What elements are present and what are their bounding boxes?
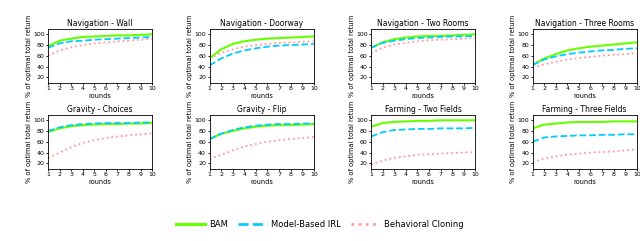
X-axis label: rounds: rounds <box>573 179 596 185</box>
X-axis label: rounds: rounds <box>89 179 111 185</box>
Title: Navigation - Wall: Navigation - Wall <box>67 19 133 28</box>
X-axis label: rounds: rounds <box>250 179 273 185</box>
Y-axis label: % of optimal total return: % of optimal total return <box>349 101 355 183</box>
X-axis label: rounds: rounds <box>412 179 435 185</box>
Y-axis label: % of optimal total return: % of optimal total return <box>26 101 31 183</box>
Title: Navigation - Three Rooms: Navigation - Three Rooms <box>535 19 634 28</box>
Title: Farming - Three Fields: Farming - Three Fields <box>543 105 627 114</box>
X-axis label: rounds: rounds <box>412 93 435 99</box>
Title: Gravity - Flip: Gravity - Flip <box>237 105 286 114</box>
Y-axis label: % of optimal total return: % of optimal total return <box>26 15 31 97</box>
Y-axis label: % of optimal total return: % of optimal total return <box>510 101 516 183</box>
Title: Gravity - Choices: Gravity - Choices <box>67 105 133 114</box>
Y-axis label: % of optimal total return: % of optimal total return <box>510 15 516 97</box>
Y-axis label: % of optimal total return: % of optimal total return <box>187 101 193 183</box>
X-axis label: rounds: rounds <box>89 93 111 99</box>
X-axis label: rounds: rounds <box>573 93 596 99</box>
Title: Navigation - Doorway: Navigation - Doorway <box>220 19 303 28</box>
Legend: BAM, Model-Based IRL, Behavioral Cloning: BAM, Model-Based IRL, Behavioral Cloning <box>173 216 467 232</box>
Title: Navigation - Two Rooms: Navigation - Two Rooms <box>378 19 469 28</box>
Title: Farming - Two Fields: Farming - Two Fields <box>385 105 461 114</box>
Y-axis label: % of optimal total return: % of optimal total return <box>187 15 193 97</box>
Y-axis label: % of optimal total return: % of optimal total return <box>349 15 355 97</box>
X-axis label: rounds: rounds <box>250 93 273 99</box>
